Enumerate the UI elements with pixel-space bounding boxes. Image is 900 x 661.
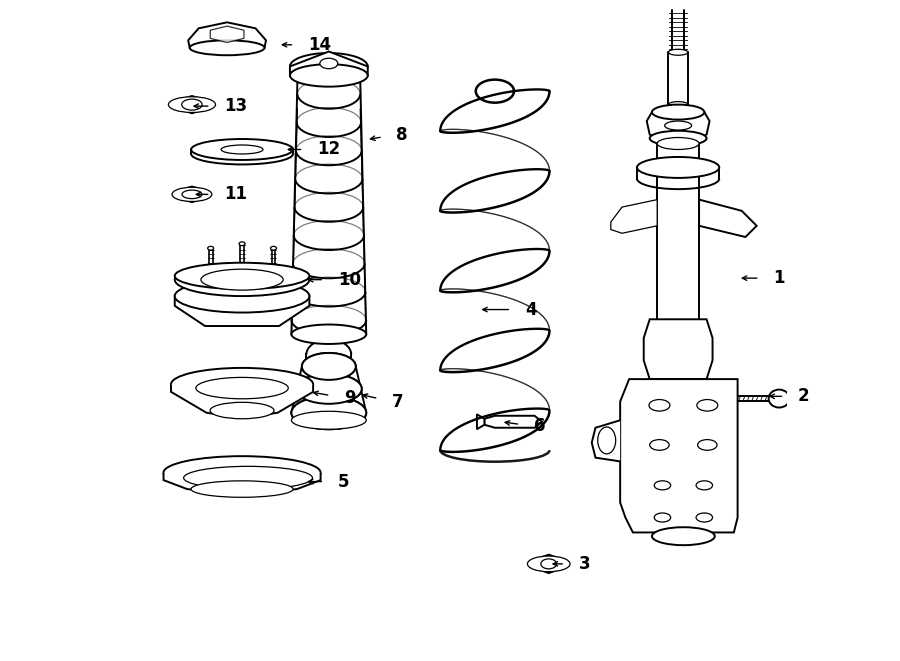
Ellipse shape: [657, 137, 699, 149]
Ellipse shape: [218, 273, 266, 286]
Ellipse shape: [208, 247, 213, 250]
Ellipse shape: [171, 368, 313, 401]
Polygon shape: [620, 379, 738, 533]
Polygon shape: [211, 26, 244, 42]
Text: 11: 11: [224, 185, 248, 204]
Ellipse shape: [292, 397, 366, 429]
Ellipse shape: [669, 102, 688, 108]
Ellipse shape: [320, 58, 338, 69]
Text: 7: 7: [392, 393, 403, 410]
Ellipse shape: [769, 389, 789, 408]
Polygon shape: [536, 555, 561, 573]
Ellipse shape: [541, 559, 556, 569]
Ellipse shape: [302, 353, 356, 380]
Ellipse shape: [182, 190, 202, 199]
Text: 4: 4: [525, 301, 536, 319]
Ellipse shape: [649, 399, 670, 411]
Polygon shape: [484, 416, 542, 428]
Ellipse shape: [221, 145, 263, 154]
Ellipse shape: [175, 280, 310, 313]
Ellipse shape: [652, 527, 715, 545]
Text: 13: 13: [224, 97, 248, 115]
Ellipse shape: [191, 481, 293, 497]
Ellipse shape: [175, 262, 310, 289]
Ellipse shape: [696, 513, 713, 522]
Text: 1: 1: [773, 269, 785, 287]
Polygon shape: [178, 96, 205, 113]
Ellipse shape: [271, 247, 276, 250]
Polygon shape: [290, 52, 368, 75]
Ellipse shape: [696, 481, 713, 490]
Polygon shape: [188, 22, 266, 48]
Ellipse shape: [292, 411, 366, 429]
Ellipse shape: [172, 187, 212, 202]
Ellipse shape: [196, 377, 288, 399]
Ellipse shape: [698, 440, 717, 450]
Polygon shape: [644, 319, 713, 379]
Ellipse shape: [527, 556, 570, 572]
Text: 6: 6: [534, 417, 545, 435]
Ellipse shape: [290, 64, 368, 87]
Ellipse shape: [650, 131, 706, 145]
Polygon shape: [477, 414, 484, 429]
Ellipse shape: [637, 157, 719, 178]
Polygon shape: [175, 296, 310, 326]
Ellipse shape: [168, 97, 215, 112]
Polygon shape: [647, 112, 709, 143]
Ellipse shape: [239, 242, 245, 246]
Text: 5: 5: [338, 473, 349, 490]
Ellipse shape: [175, 263, 310, 296]
Polygon shape: [591, 420, 620, 461]
Polygon shape: [611, 200, 657, 233]
Text: 8: 8: [396, 126, 408, 143]
Ellipse shape: [190, 40, 265, 56]
Ellipse shape: [650, 440, 670, 450]
Ellipse shape: [201, 269, 284, 290]
Ellipse shape: [665, 121, 691, 130]
Ellipse shape: [210, 403, 274, 419]
Text: 9: 9: [344, 389, 356, 407]
Ellipse shape: [654, 513, 670, 522]
Ellipse shape: [697, 399, 718, 411]
Ellipse shape: [296, 374, 362, 404]
Ellipse shape: [652, 104, 705, 120]
Polygon shape: [164, 473, 320, 495]
Text: 2: 2: [797, 387, 809, 405]
Ellipse shape: [292, 325, 366, 344]
Ellipse shape: [669, 50, 688, 56]
Ellipse shape: [290, 53, 368, 80]
Ellipse shape: [243, 482, 248, 485]
Text: 10: 10: [338, 270, 361, 289]
Text: 3: 3: [579, 555, 590, 573]
Ellipse shape: [164, 456, 320, 489]
Text: 14: 14: [308, 36, 331, 54]
Polygon shape: [171, 384, 313, 418]
Polygon shape: [180, 186, 204, 202]
Ellipse shape: [654, 481, 670, 490]
Ellipse shape: [598, 427, 616, 454]
Polygon shape: [699, 200, 757, 237]
Ellipse shape: [182, 99, 202, 110]
Text: 12: 12: [317, 141, 340, 159]
Ellipse shape: [191, 139, 292, 160]
